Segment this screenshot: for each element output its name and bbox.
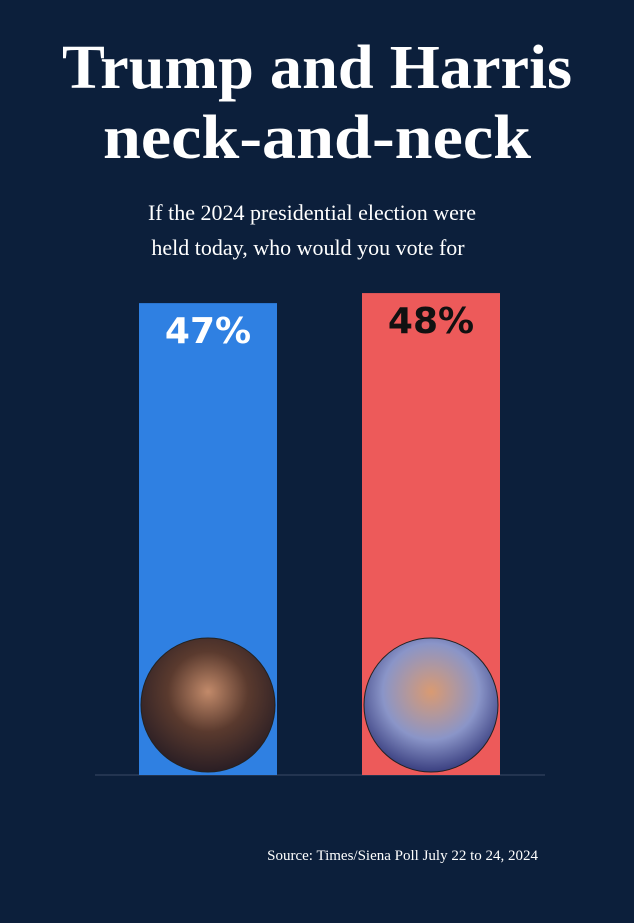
chart-title: Trump and Harris xyxy=(62,34,572,102)
candidate-photo xyxy=(363,637,499,773)
value-label: 47% xyxy=(165,311,251,352)
subtitle: If the 2024 presidential election were xyxy=(148,200,476,225)
chart-title: neck-and-neck xyxy=(103,104,532,172)
subtitle: held today, who would you vote for xyxy=(151,235,465,260)
candidate-photo xyxy=(140,637,276,773)
source: Source: Times/Siena Poll July 22 to 24, … xyxy=(267,848,538,864)
value-label: 48% xyxy=(388,301,474,342)
